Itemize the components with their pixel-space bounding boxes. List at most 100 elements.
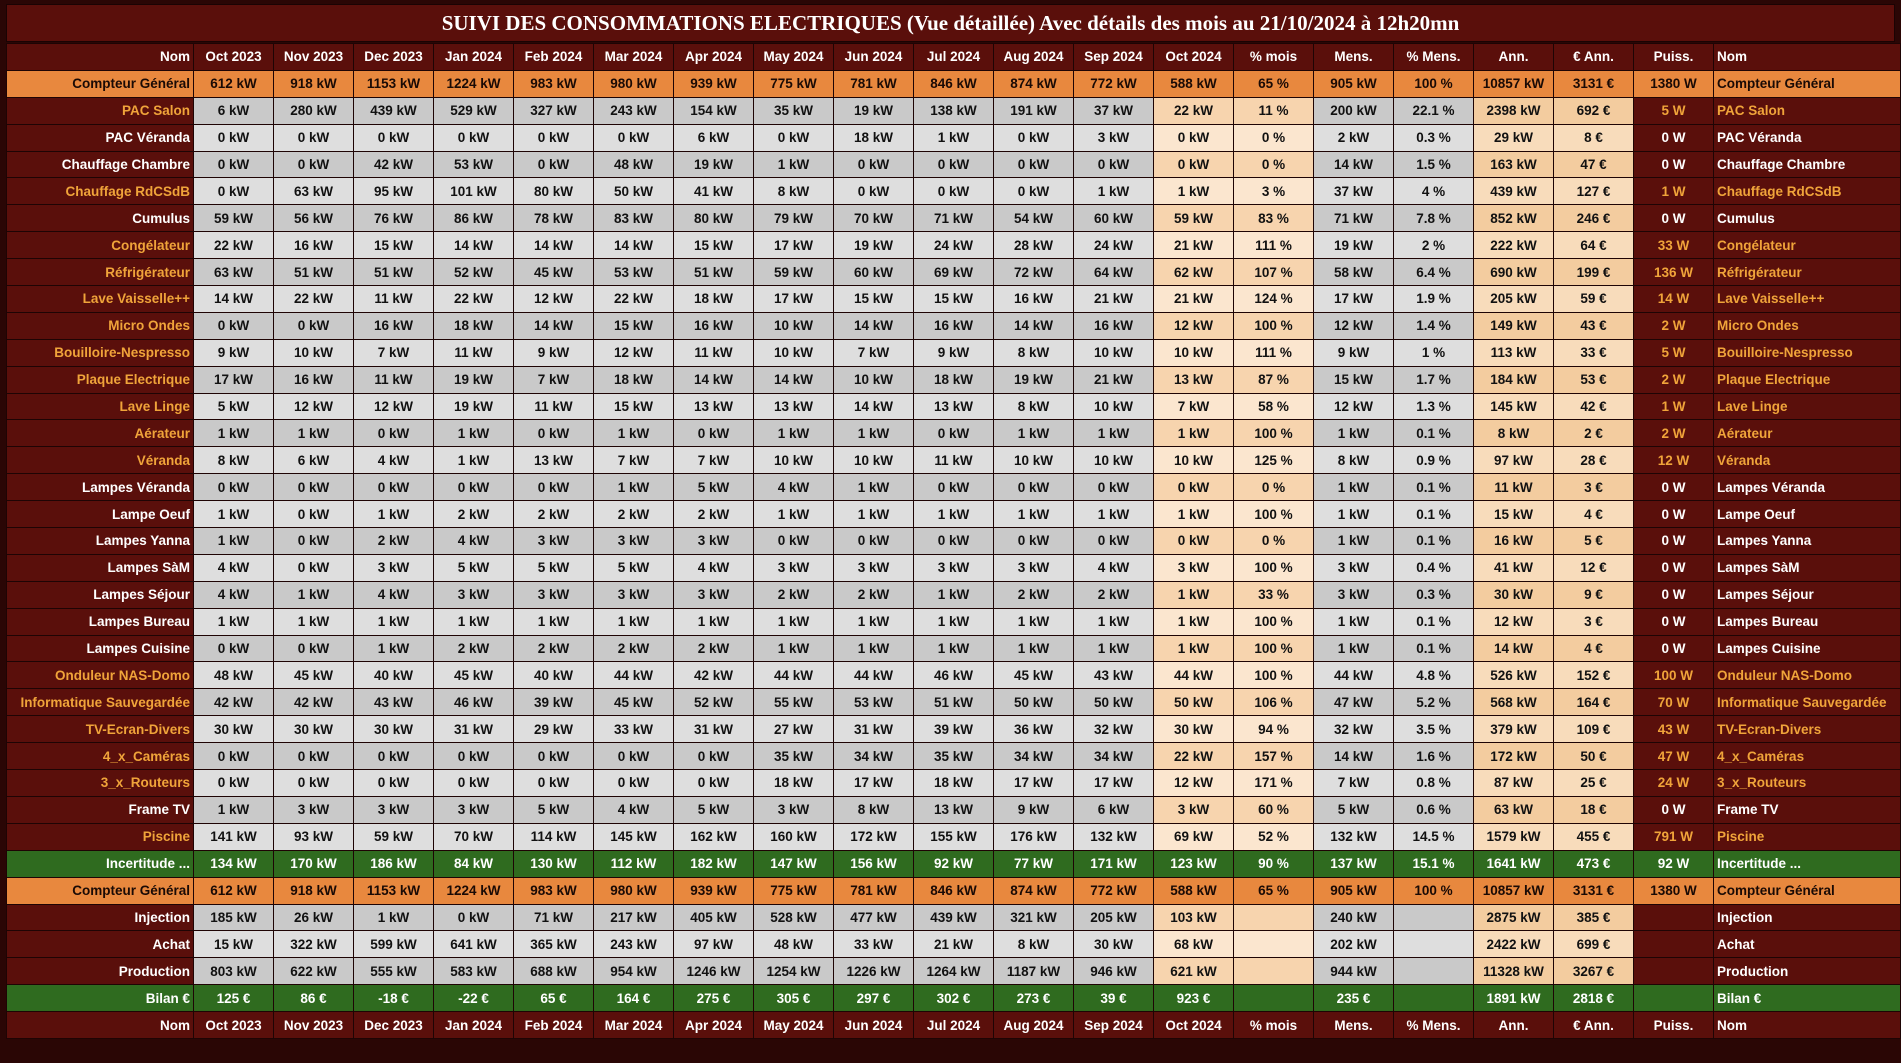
cell: 34 kW bbox=[1074, 743, 1153, 770]
cell: 0 kW bbox=[274, 151, 353, 178]
cell: 52 kW bbox=[434, 259, 513, 286]
cell: 48 kW bbox=[594, 151, 673, 178]
cell: 18 kW bbox=[434, 312, 513, 339]
row-name: 4_x_Caméras bbox=[7, 743, 193, 770]
cell: 1 kW bbox=[834, 501, 913, 528]
cell: 43 € bbox=[1554, 312, 1633, 339]
row-name: Lampe Oeuf bbox=[1714, 501, 1900, 528]
cell: 477 kW bbox=[834, 904, 913, 931]
cell: 25 € bbox=[1554, 770, 1633, 796]
cell: 3 kW bbox=[274, 796, 353, 823]
column-header: Apr 2024 bbox=[674, 1012, 753, 1038]
cell: 47 W bbox=[1634, 743, 1713, 770]
row-name: Lampes Cuisine bbox=[7, 635, 193, 662]
cell: 170 kW bbox=[274, 850, 353, 877]
cell: 322 kW bbox=[274, 931, 353, 958]
cell: 1 kW bbox=[834, 420, 913, 447]
cell: 10 kW bbox=[754, 339, 833, 366]
cell: 0 W bbox=[1634, 124, 1713, 151]
cell: 0 % bbox=[1234, 151, 1313, 178]
cell: 14 kW bbox=[1314, 743, 1393, 770]
cell: 622 kW bbox=[274, 958, 353, 985]
cell: 21 kW bbox=[914, 931, 993, 958]
cell: 100 % bbox=[1234, 312, 1313, 339]
cell: 2 kW bbox=[514, 501, 593, 528]
cell: 3 kW bbox=[1314, 554, 1393, 581]
cell: 1 kW bbox=[434, 420, 513, 447]
cell: 15 kW bbox=[1314, 366, 1393, 393]
cell: 17 kW bbox=[1074, 770, 1153, 796]
cell: 1 kW bbox=[194, 608, 273, 635]
cell bbox=[1394, 958, 1473, 985]
cell: 1 kW bbox=[1154, 420, 1233, 447]
cell: 4 kW bbox=[674, 554, 753, 581]
cell: 13 kW bbox=[914, 393, 993, 420]
cell: 4 kW bbox=[194, 581, 273, 608]
cell: 13 kW bbox=[514, 447, 593, 474]
cell: 12 kW bbox=[1474, 608, 1553, 635]
cell: 152 € bbox=[1554, 662, 1633, 689]
cell: 42 kW bbox=[194, 689, 273, 716]
cell: 6 kW bbox=[674, 124, 753, 151]
cell: 1 kW bbox=[1314, 608, 1393, 635]
cell: 0 kW bbox=[914, 151, 993, 178]
cell: 15 kW bbox=[834, 286, 913, 312]
cell: 50 kW bbox=[594, 178, 673, 205]
cell: 35 kW bbox=[754, 743, 833, 770]
cell: 1 kW bbox=[1074, 501, 1153, 528]
cell: 162 kW bbox=[674, 823, 753, 850]
cell: 0 kW bbox=[274, 528, 353, 554]
cell: 4 kW bbox=[354, 581, 433, 608]
cell: 45 kW bbox=[274, 662, 353, 689]
row-name: Lampes Véranda bbox=[1714, 474, 1900, 501]
cell: 1254 kW bbox=[754, 958, 833, 985]
cell: 14 kW bbox=[514, 232, 593, 259]
cell: 64 € bbox=[1554, 232, 1633, 259]
cell: 0 W bbox=[1634, 205, 1713, 232]
cell: 22 kW bbox=[194, 232, 273, 259]
cell: 944 kW bbox=[1314, 958, 1393, 985]
cell: 13 kW bbox=[1154, 366, 1233, 393]
cell: 33 W bbox=[1634, 232, 1713, 259]
cell: 0 kW bbox=[274, 474, 353, 501]
row-name: Véranda bbox=[1714, 447, 1900, 474]
cell: 775 kW bbox=[754, 70, 833, 97]
cell: 473 € bbox=[1554, 850, 1633, 877]
cell: 21 kW bbox=[1074, 366, 1153, 393]
cell: 1 kW bbox=[754, 635, 833, 662]
cell: 1 kW bbox=[354, 635, 433, 662]
cell: 0 kW bbox=[514, 420, 593, 447]
cell: 980 kW bbox=[594, 877, 673, 904]
data-row: Bilan €125 €86 € -18 € -22 €65 €164 €275 €… bbox=[7, 985, 1900, 1012]
cell: 16 kW bbox=[994, 286, 1073, 312]
cell: 18 kW bbox=[834, 124, 913, 151]
cell: 1891 kW bbox=[1474, 985, 1553, 1012]
cell: 1.3 % bbox=[1394, 393, 1473, 420]
cell: 60 % bbox=[1234, 796, 1313, 823]
cell: 59 kW bbox=[354, 823, 433, 850]
data-row: Compteur Général 612 kW 918 kW 1153 kW 1224 … bbox=[7, 70, 1900, 97]
column-header: Oct 2024 bbox=[1154, 44, 1233, 70]
cell: 34 kW bbox=[994, 743, 1073, 770]
cell: 156 kW bbox=[834, 850, 913, 877]
consumption-table: Nom Oct 2023 Nov 2023 Dec 2023 Jan 2024 Feb 2… bbox=[6, 43, 1901, 1039]
cell: 0 kW bbox=[1154, 528, 1233, 554]
column-header: Jan 2024 bbox=[434, 1012, 513, 1038]
cell: 5 kW bbox=[514, 554, 593, 581]
cell: 4 kW bbox=[754, 474, 833, 501]
cell: 0 kW bbox=[194, 770, 273, 796]
cell: 0 kW bbox=[514, 151, 593, 178]
cell: 69 kW bbox=[1154, 823, 1233, 850]
cell: 0 kW bbox=[834, 178, 913, 205]
cell: 19 kW bbox=[434, 366, 513, 393]
column-header: Feb 2024 bbox=[514, 1012, 593, 1038]
cell: 16 kW bbox=[274, 232, 353, 259]
cell: 157 % bbox=[1234, 743, 1313, 770]
cell: 4 € bbox=[1554, 635, 1633, 662]
column-header: Ann. bbox=[1474, 1012, 1553, 1038]
cell: 0 kW bbox=[994, 151, 1073, 178]
cell: 71 kW bbox=[1314, 205, 1393, 232]
column-header: Oct 2023 bbox=[194, 1012, 273, 1038]
cell: 7 kW bbox=[514, 366, 593, 393]
